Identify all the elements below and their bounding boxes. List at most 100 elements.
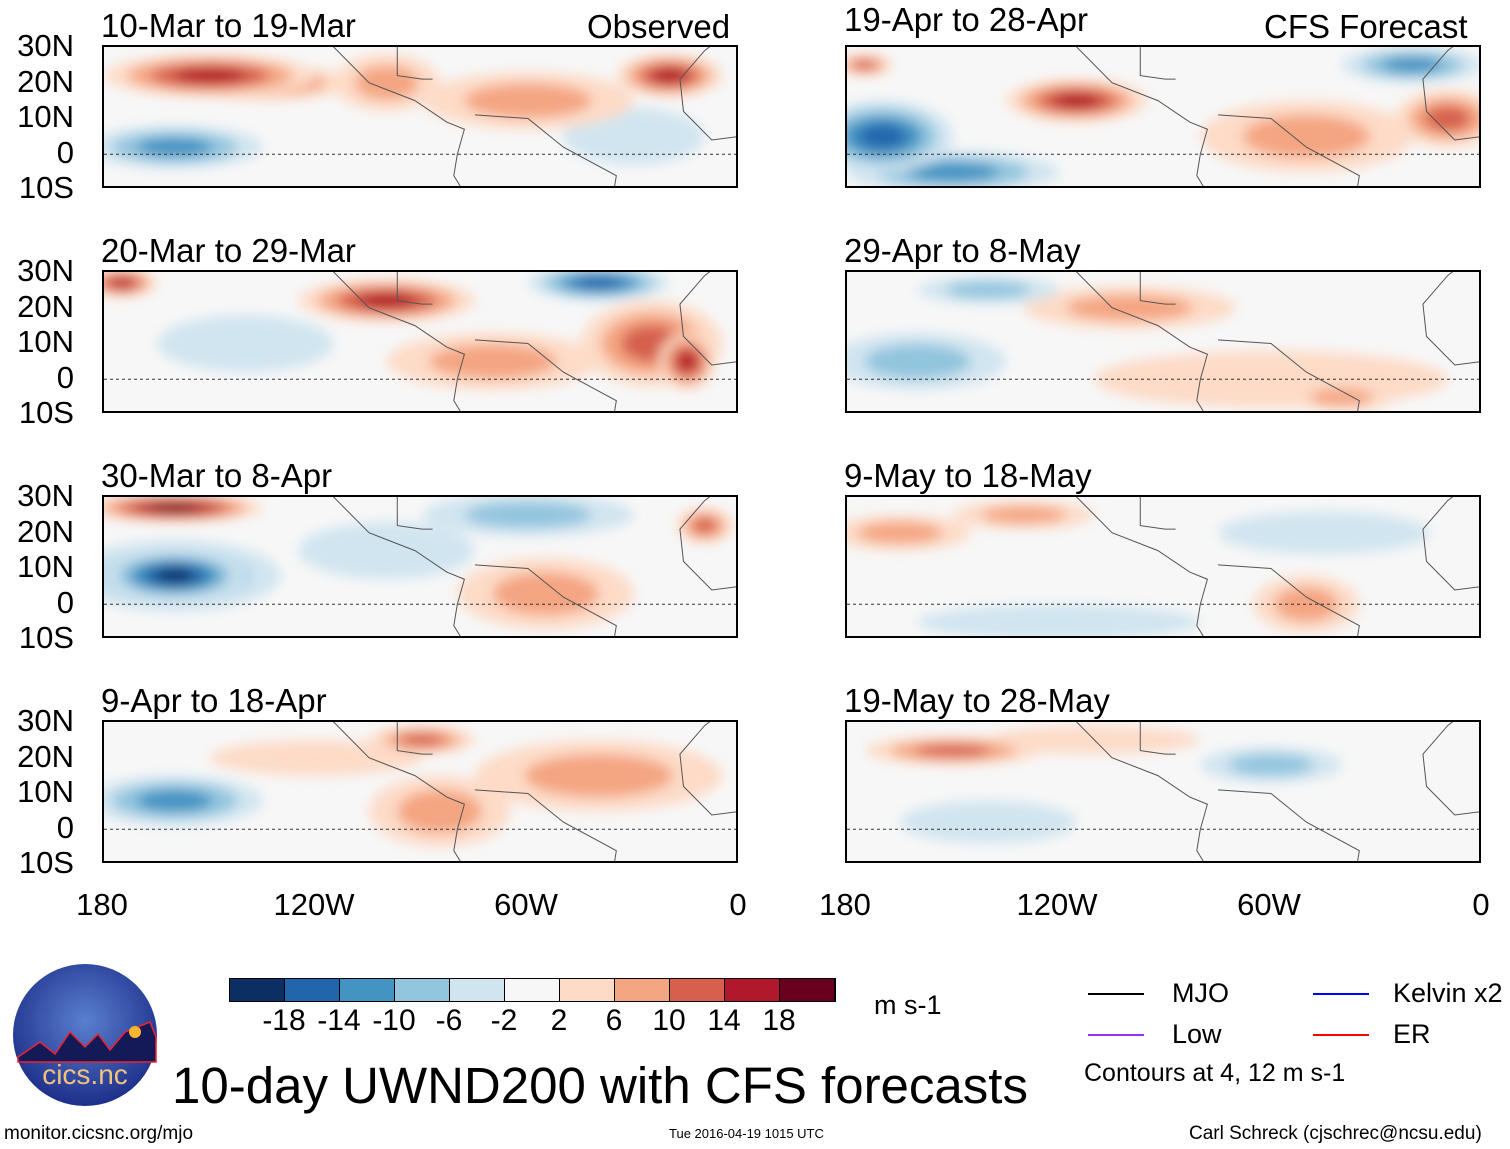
colorbar-swatch <box>615 979 670 1001</box>
y-tick-label: 20N <box>17 738 74 774</box>
coastline <box>332 722 736 861</box>
x-tick-label: 180 <box>819 887 871 922</box>
colorbar-label: 2 <box>550 1004 568 1037</box>
y-tick-label: 10S <box>18 170 74 205</box>
coastline <box>1075 47 1479 186</box>
y-tick-label: 10S <box>18 845 74 880</box>
anomaly-contour <box>575 276 623 289</box>
panel-title: 19-May to 28-May <box>844 682 1110 719</box>
legend-low-line <box>1088 1034 1144 1036</box>
y-tick-label: 10N <box>17 99 74 134</box>
colorbar-label: 18 <box>762 1004 796 1037</box>
y-tick-label: 10N <box>17 774 74 809</box>
legend-kelvin: Kelvin x2 <box>1393 978 1503 1008</box>
anomaly-contour <box>677 351 697 371</box>
forecast-header: CFS Forecast <box>1264 8 1468 45</box>
source-url[interactable]: monitor.cicsnc.org/mjo <box>4 1123 194 1144</box>
colorbar-label: -10 <box>372 1004 416 1037</box>
map-panel-observed <box>102 495 738 638</box>
figure-title: 10-day UWND200 with CFS forecasts <box>172 1057 1028 1114</box>
contour-note: Contours at 4, 12 m s-1 <box>1084 1059 1346 1087</box>
anomaly-contour <box>397 789 483 833</box>
coastline <box>332 47 736 186</box>
colorbar <box>229 978 836 1002</box>
y-tick-label: 30N <box>17 703 74 738</box>
anomaly-contour <box>563 107 705 165</box>
anomaly-contour <box>109 277 134 288</box>
anomaly-contour <box>492 572 599 615</box>
colorbar-label: 14 <box>707 1004 741 1037</box>
anomaly-contour <box>1309 388 1374 406</box>
coastline <box>332 497 736 636</box>
legend-mjo: MJO <box>1172 978 1229 1008</box>
colorbar-swatch <box>340 979 395 1001</box>
anomaly-contour <box>1242 114 1370 158</box>
x-tick-label: 180 <box>76 887 128 922</box>
svg-text:cics.nc: cics.nc <box>42 1059 128 1090</box>
units-label: m s-1 <box>874 990 942 1020</box>
colorbar-swatch <box>780 979 835 1001</box>
map-panel-forecast <box>845 495 1481 638</box>
anomaly-contour <box>136 137 213 157</box>
panel-title: 30-Mar to 8-Apr <box>101 457 333 494</box>
anomaly-contour <box>864 344 971 379</box>
y-tick-label: 30N <box>17 478 74 513</box>
colorbar-swatch <box>505 979 560 1001</box>
anomaly-contour <box>524 754 673 798</box>
x-tick-label: 60W <box>1237 887 1301 922</box>
colorbar-swatch <box>395 979 450 1001</box>
map-panel-observed <box>102 45 738 188</box>
anomaly-contour <box>852 60 877 70</box>
anomaly-contour <box>399 733 445 747</box>
colorbar-swatch <box>670 979 725 1001</box>
y-tick-label: 10S <box>18 620 74 655</box>
anomaly-contour <box>1274 587 1339 622</box>
anomaly-contour <box>1053 93 1101 108</box>
y-tick-label: 10S <box>18 395 74 430</box>
anomaly-contour <box>174 68 246 83</box>
map-panel-forecast <box>845 45 1481 188</box>
map-panel-observed <box>102 270 738 413</box>
colorbar-label: -6 <box>435 1004 463 1037</box>
timestamp: Tue 2016-04-19 1015 UTC <box>669 1126 824 1141</box>
x-tick-label: 60W <box>494 887 558 922</box>
panel-title: 19-Apr to 28-Apr <box>844 1 1088 38</box>
y-tick-label: 0 <box>56 134 74 170</box>
colorbar-label: -2 <box>490 1004 518 1037</box>
panel-title: 29-Apr to 8-May <box>844 232 1081 269</box>
anomaly-contour <box>1228 754 1314 776</box>
panel-title: 20-Mar to 29-Mar <box>101 232 356 269</box>
anomaly-contour <box>907 162 999 182</box>
y-tick-label: 30N <box>17 253 74 288</box>
anomaly-contour <box>1218 511 1430 555</box>
map-panel-observed <box>102 720 738 863</box>
anomaly-contour <box>157 314 334 373</box>
y-tick-label: 10N <box>17 324 74 359</box>
legend-mjo-line <box>1088 993 1144 995</box>
anomaly-contour <box>464 83 592 118</box>
anomaly-contour <box>915 744 991 757</box>
anomaly-contour <box>357 293 417 308</box>
anomaly-contour <box>354 65 419 100</box>
legend-er: ER <box>1393 1019 1431 1049</box>
legend-low: Low <box>1172 1019 1222 1049</box>
anomaly-contour <box>692 517 717 534</box>
cics-logo: cics.nc <box>13 964 157 1106</box>
panel-title: 9-Apr to 18-Apr <box>101 682 327 719</box>
anomaly-contour <box>155 568 194 583</box>
x-tick-label: 0 <box>1472 887 1490 922</box>
coastline <box>1075 497 1479 636</box>
panel-title: 10-Mar to 19-Mar <box>101 7 356 44</box>
y-tick-label: 20N <box>17 288 74 324</box>
y-tick-label: 10N <box>17 549 74 584</box>
anomaly-contour <box>429 344 557 379</box>
anomaly-contour <box>981 506 1067 524</box>
y-tick-label: 0 <box>56 359 74 395</box>
map-panel-forecast <box>845 270 1481 413</box>
colorbar-swatch <box>285 979 340 1001</box>
colorbar-swatch <box>725 979 780 1001</box>
credit: Carl Schreck (cjschrec@ncsu.edu) <box>1189 1123 1482 1144</box>
coastline <box>1075 722 1479 861</box>
anomaly-contour <box>857 522 943 544</box>
colorbar-swatch <box>560 979 615 1001</box>
